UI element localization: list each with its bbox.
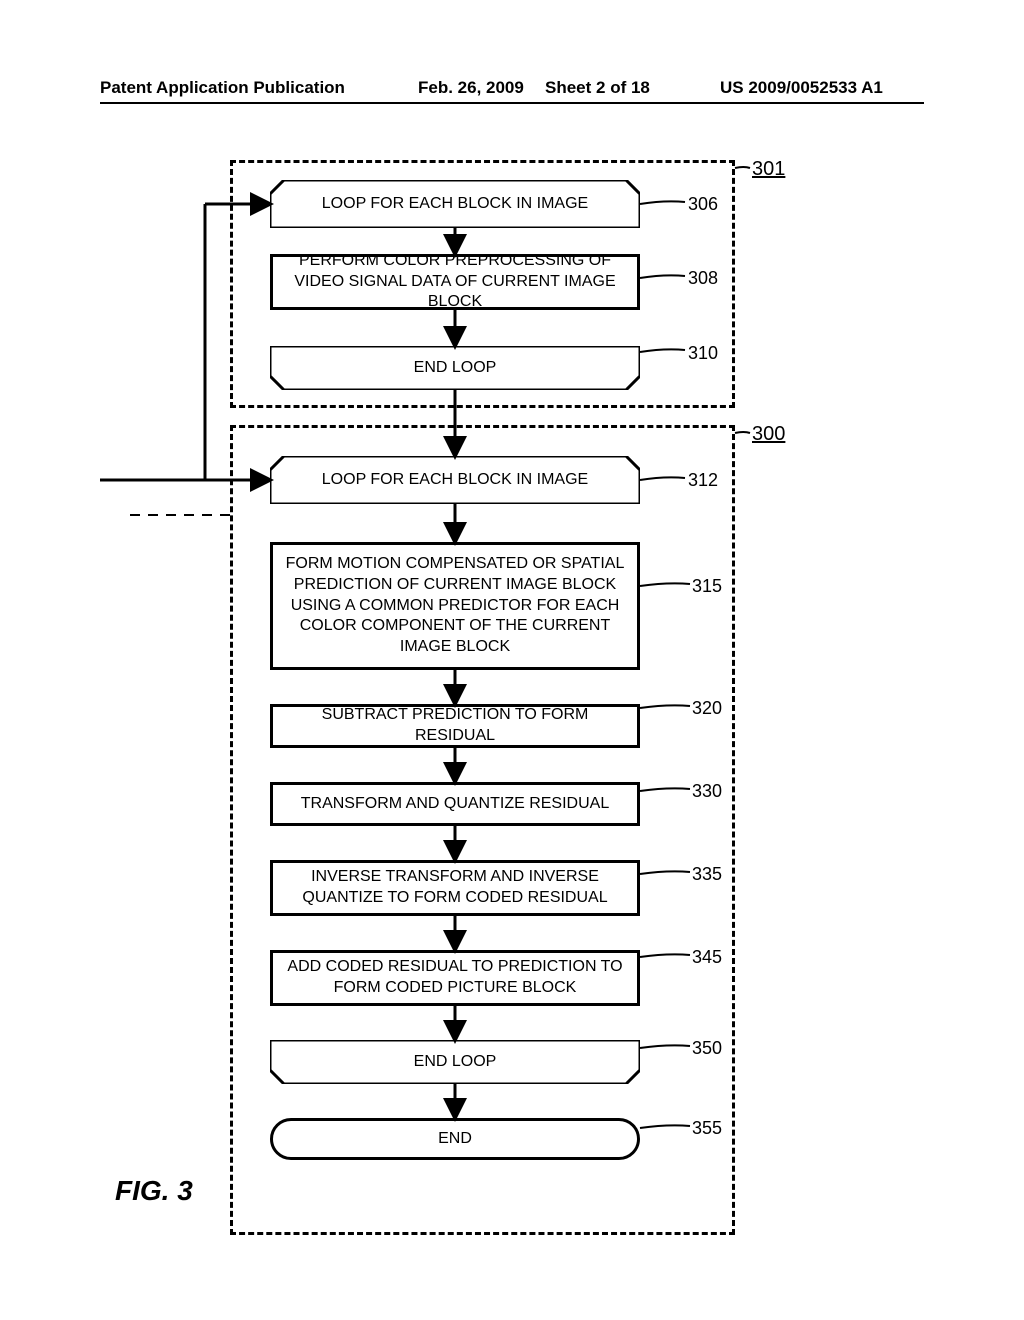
ref-345: 345 [692,947,722,968]
box-306: LOOP FOR EACH BLOCK IN IMAGE [270,180,640,228]
box-312: LOOP FOR EACH BLOCK IN IMAGE [270,456,640,504]
ref-350: 350 [692,1038,722,1059]
group-300-label: 300 [752,423,785,446]
box-345: ADD CODED RESIDUAL TO PREDICTION TO FORM… [270,950,640,1006]
figure-label: FIG. 3 [115,1175,193,1207]
box-320: SUBTRACT PREDICTION TO FORM RESIDUAL [270,704,640,748]
ref-320: 320 [692,698,722,719]
sheet-number: Sheet 2 of 18 [545,78,650,98]
ref-330: 330 [692,781,722,802]
box-330: TRANSFORM AND QUANTIZE RESIDUAL [270,782,640,826]
ref-312: 312 [688,470,718,491]
box-355: END [270,1118,640,1160]
publication-number: US 2009/0052533 A1 [720,78,883,98]
box-350: END LOOP [270,1040,640,1084]
box-335: INVERSE TRANSFORM AND INVERSE QUANTIZE T… [270,860,640,916]
publication-date: Feb. 26, 2009 [418,78,524,98]
ref-306: 306 [688,194,718,215]
group-301-label: 301 [752,158,785,181]
ref-308: 308 [688,268,718,289]
page-header: Patent Application Publication Feb. 26, … [0,78,1024,108]
header-rule [100,102,924,104]
ref-355: 355 [692,1118,722,1139]
box-315: FORM MOTION COMPENSATED OR SPATIAL PREDI… [270,542,640,670]
publication-label: Patent Application Publication [100,78,345,98]
ref-335: 335 [692,864,722,885]
ref-310: 310 [688,343,718,364]
box-310: END LOOP [270,346,640,390]
box-308: PERFORM COLOR PREPROCESSING OF VIDEO SIG… [270,254,640,310]
ref-315: 315 [692,576,722,597]
flowchart-container: 301 300 LOOP FOR EACH BLOCK IN IMAGE 306… [100,150,924,1250]
